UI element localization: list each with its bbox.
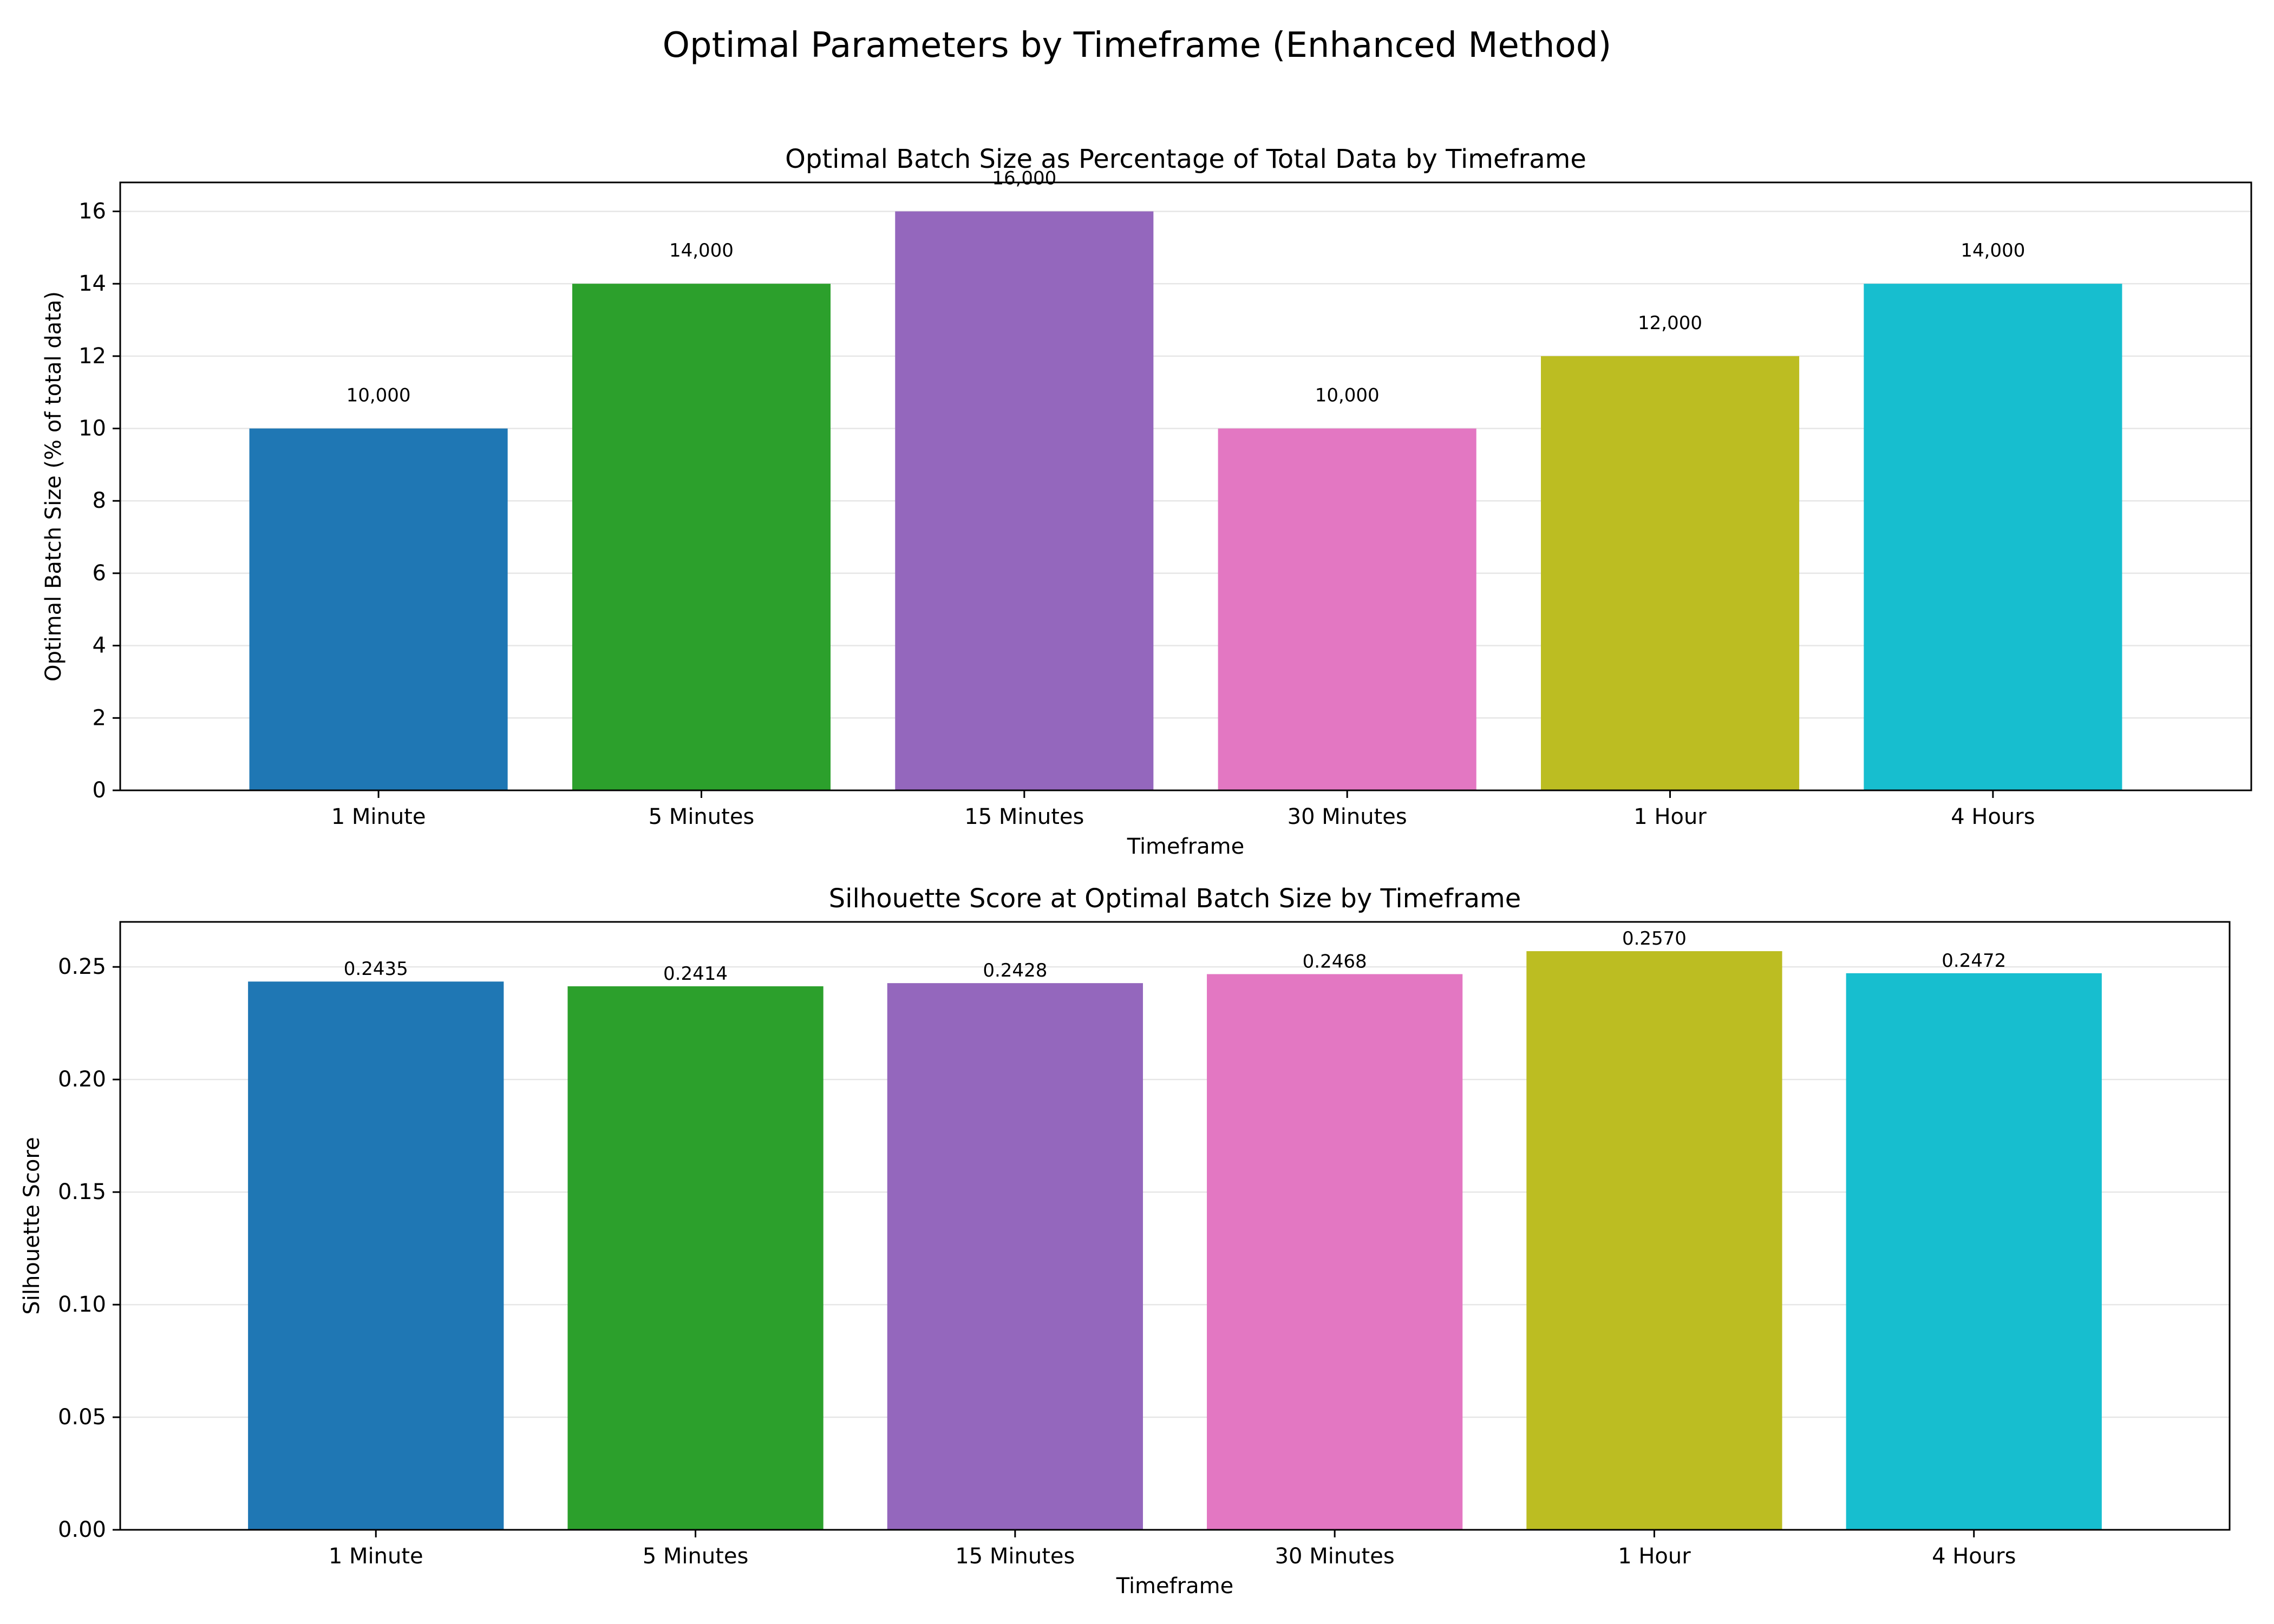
y-tick-label: 4: [93, 633, 106, 658]
data-label: 0.2472: [1942, 950, 2006, 972]
bar: [1218, 428, 1476, 790]
data-label: 16,000: [992, 167, 1056, 189]
bar: [1541, 356, 1800, 790]
y-tick-label: 0.15: [58, 1180, 106, 1204]
figure-title: Optimal Parameters by Timeframe (Enhance…: [663, 25, 1612, 66]
y-axis-label: Optimal Batch Size (% of total data): [41, 291, 66, 682]
x-tick-label: 15 Minutes: [955, 1544, 1075, 1569]
y-tick-label: 10: [79, 416, 106, 441]
chart-title: Silhouette Score at Optimal Batch Size b…: [829, 883, 1521, 914]
data-label: 14,000: [669, 240, 734, 261]
x-tick-label: 4 Hours: [1951, 804, 2035, 829]
y-tick-label: 0.10: [58, 1292, 106, 1317]
bar: [248, 981, 504, 1530]
x-tick-label: 30 Minutes: [1288, 804, 1407, 829]
bar: [1526, 951, 1782, 1530]
bar: [1207, 974, 1463, 1530]
chart-batch-size: 10,000 14,000 16,000 10,000 12,000 14,000 0 2 4 6…: [41, 144, 2252, 859]
data-label: 0.2570: [1622, 928, 1687, 949]
x-axis-label: Timeframe: [1116, 1574, 1234, 1599]
x-tick-label: 5 Minutes: [643, 1544, 749, 1569]
y-tick-label: 0.20: [58, 1067, 106, 1092]
axes-frame: [119, 181, 2252, 791]
x-tick-label: 1 Hour: [1618, 1544, 1691, 1569]
data-label: 14,000: [1961, 240, 2025, 261]
y-tick-label: 2: [93, 705, 106, 730]
bar: [895, 211, 1154, 790]
chart-title: Optimal Batch Size as Percentage of Tota…: [785, 144, 1586, 174]
y-tick-label: 0.25: [58, 954, 106, 979]
data-label: 0.2414: [663, 963, 728, 985]
y-tick-label: 0.05: [58, 1405, 106, 1430]
y-tick-label: 14: [79, 271, 106, 296]
axes-frame: [119, 921, 2231, 1531]
data-label: 10,000: [347, 385, 411, 407]
chart-silhouette-score: 0.2435 0.2414 0.2428 0.2468 0.2570 0.2472 0.00…: [19, 883, 2231, 1599]
x-tick-label: 1 Hour: [1633, 804, 1707, 829]
bar: [1864, 284, 2122, 790]
y-tick-label: 8: [93, 488, 106, 513]
y-tick-label: 16: [79, 199, 106, 224]
data-label: 12,000: [1638, 312, 1702, 334]
data-label: 10,000: [1315, 385, 1380, 407]
y-tick-label: 0: [93, 778, 106, 803]
data-label: 0.2468: [1303, 951, 1367, 972]
bar: [572, 284, 831, 790]
x-tick-label: 1 Minute: [331, 804, 426, 829]
bar: [1846, 973, 2102, 1530]
x-tick-label: 5 Minutes: [649, 804, 755, 829]
bar: [567, 986, 824, 1530]
y-tick-label: 12: [79, 344, 106, 369]
y-tick-label: 6: [93, 561, 106, 586]
x-tick-label: 15 Minutes: [964, 804, 1084, 829]
x-tick-label: 1 Minute: [329, 1544, 423, 1569]
data-label: 0.2428: [983, 960, 1047, 981]
x-axis-label: Timeframe: [1127, 834, 1245, 859]
bar: [887, 983, 1143, 1530]
x-tick-label: 4 Hours: [1932, 1544, 2016, 1569]
y-tick-label: 0.00: [58, 1517, 106, 1542]
y-axis-label: Silhouette Score: [19, 1137, 44, 1314]
data-label: 0.2435: [344, 958, 408, 980]
x-tick-label: 30 Minutes: [1275, 1544, 1395, 1569]
bar: [249, 428, 508, 790]
